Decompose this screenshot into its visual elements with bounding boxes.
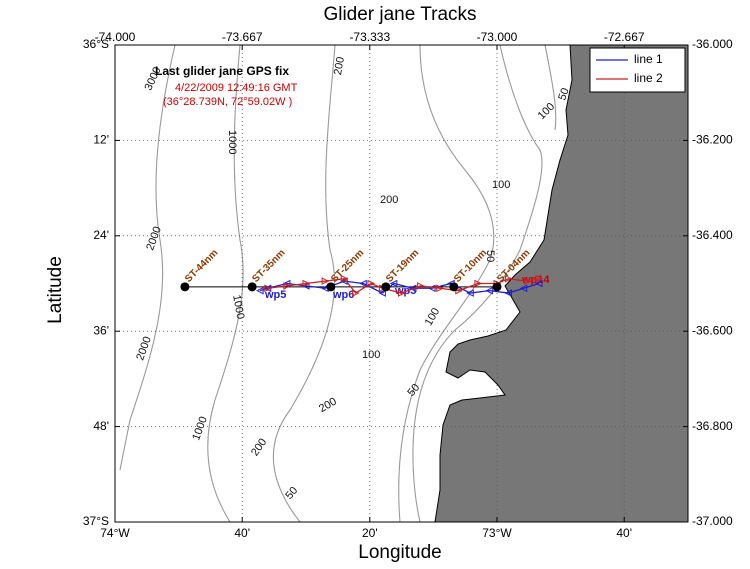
y-axis-label: Latitude	[45, 256, 66, 324]
track-marker	[485, 286, 493, 295]
track-marker	[367, 279, 376, 288]
y-tick-label: 48'	[93, 419, 109, 433]
legend-label: line 1	[634, 52, 663, 66]
plot-frame	[114, 44, 689, 523]
station	[381, 282, 391, 292]
x-top-tick-label: -73.667	[222, 30, 263, 44]
x-tick-label: 74°W	[100, 526, 130, 540]
station	[326, 282, 336, 292]
y-tick-label: 36°S	[83, 37, 109, 51]
station	[180, 282, 190, 292]
legend-label: line 2	[634, 71, 663, 85]
legend-box	[589, 47, 686, 93]
contour	[272, 44, 336, 523]
contour	[207, 44, 244, 523]
glider-track	[267, 278, 540, 294]
contour	[398, 44, 495, 523]
track-marker	[534, 279, 543, 288]
x-tick-label: 40'	[234, 526, 250, 540]
station	[492, 282, 502, 292]
gps-fix-title: Last glider jane GPS fix	[155, 64, 289, 78]
station	[247, 282, 257, 292]
x-axis-label: Longitude	[358, 542, 441, 563]
track-marker	[535, 274, 544, 283]
y-right-tick-label: -37.000	[692, 514, 733, 528]
track-marker	[466, 289, 474, 297]
track-marker	[352, 289, 360, 297]
station	[449, 282, 459, 292]
y-right-tick-label: -36.800	[692, 419, 733, 433]
contour-label: 200	[332, 56, 347, 76]
x-tick-label: 20'	[362, 526, 378, 540]
track-marker	[504, 289, 512, 297]
y-tick-label: 12'	[93, 133, 109, 147]
track-marker	[302, 279, 311, 288]
land	[434, 44, 689, 523]
y-right-tick-label: -36.600	[692, 323, 733, 337]
track-marker	[340, 274, 349, 283]
contour-label: 50	[556, 86, 571, 102]
y-tick-label: 24'	[93, 228, 109, 242]
track-marker	[504, 274, 513, 283]
gps-fix-time: 4/22/2009 12:49:16 GMT	[175, 82, 298, 94]
contour-label: 100	[492, 179, 510, 191]
track-marker	[301, 282, 310, 290]
y-tick-label: 36'	[93, 323, 109, 337]
contour	[544, 44, 557, 131]
track-marker	[282, 279, 291, 288]
x-tick-label: 73°W	[482, 526, 512, 540]
contour-label: 50	[484, 250, 496, 262]
track-marker	[389, 279, 398, 288]
y-right-tick-label: -36.000	[692, 37, 733, 51]
track-marker	[264, 284, 272, 293]
contour-label: 100	[362, 349, 380, 361]
x-top-tick-label: -73.000	[477, 30, 518, 44]
contour-label: 1000	[226, 130, 238, 154]
track-marker	[474, 279, 483, 288]
glider-track	[259, 280, 540, 294]
y-right-tick-label: -36.400	[692, 228, 733, 242]
contour	[412, 44, 543, 523]
waypoint-label: wp5	[264, 289, 286, 301]
contour-label: 200	[380, 194, 398, 206]
x-top-tick-label: -73.333	[349, 30, 390, 44]
track-marker	[378, 289, 386, 297]
gps-fix-position: (36°28.739N, 72°59.02W )	[163, 96, 292, 108]
x-top-tick-label: -72.667	[604, 30, 645, 44]
track-marker	[283, 282, 292, 290]
plot-area	[119, 44, 689, 523]
track-marker	[321, 277, 330, 285]
y-tick-label: 37°S	[83, 514, 109, 528]
contour	[119, 44, 176, 471]
track-marker	[436, 284, 444, 293]
track-marker	[359, 279, 367, 288]
track-marker	[524, 277, 532, 285]
track-marker	[398, 289, 406, 297]
track-marker	[417, 282, 425, 290]
waypoint-label: wp6	[332, 289, 354, 301]
x-tick-label: 40'	[616, 526, 632, 540]
chart-title: Glider jane Tracks	[323, 4, 476, 25]
track-marker	[519, 284, 528, 293]
track-marker	[256, 286, 264, 295]
x-top-tick-label: -74.000	[95, 30, 136, 44]
y-right-tick-label: -36.200	[692, 133, 733, 147]
